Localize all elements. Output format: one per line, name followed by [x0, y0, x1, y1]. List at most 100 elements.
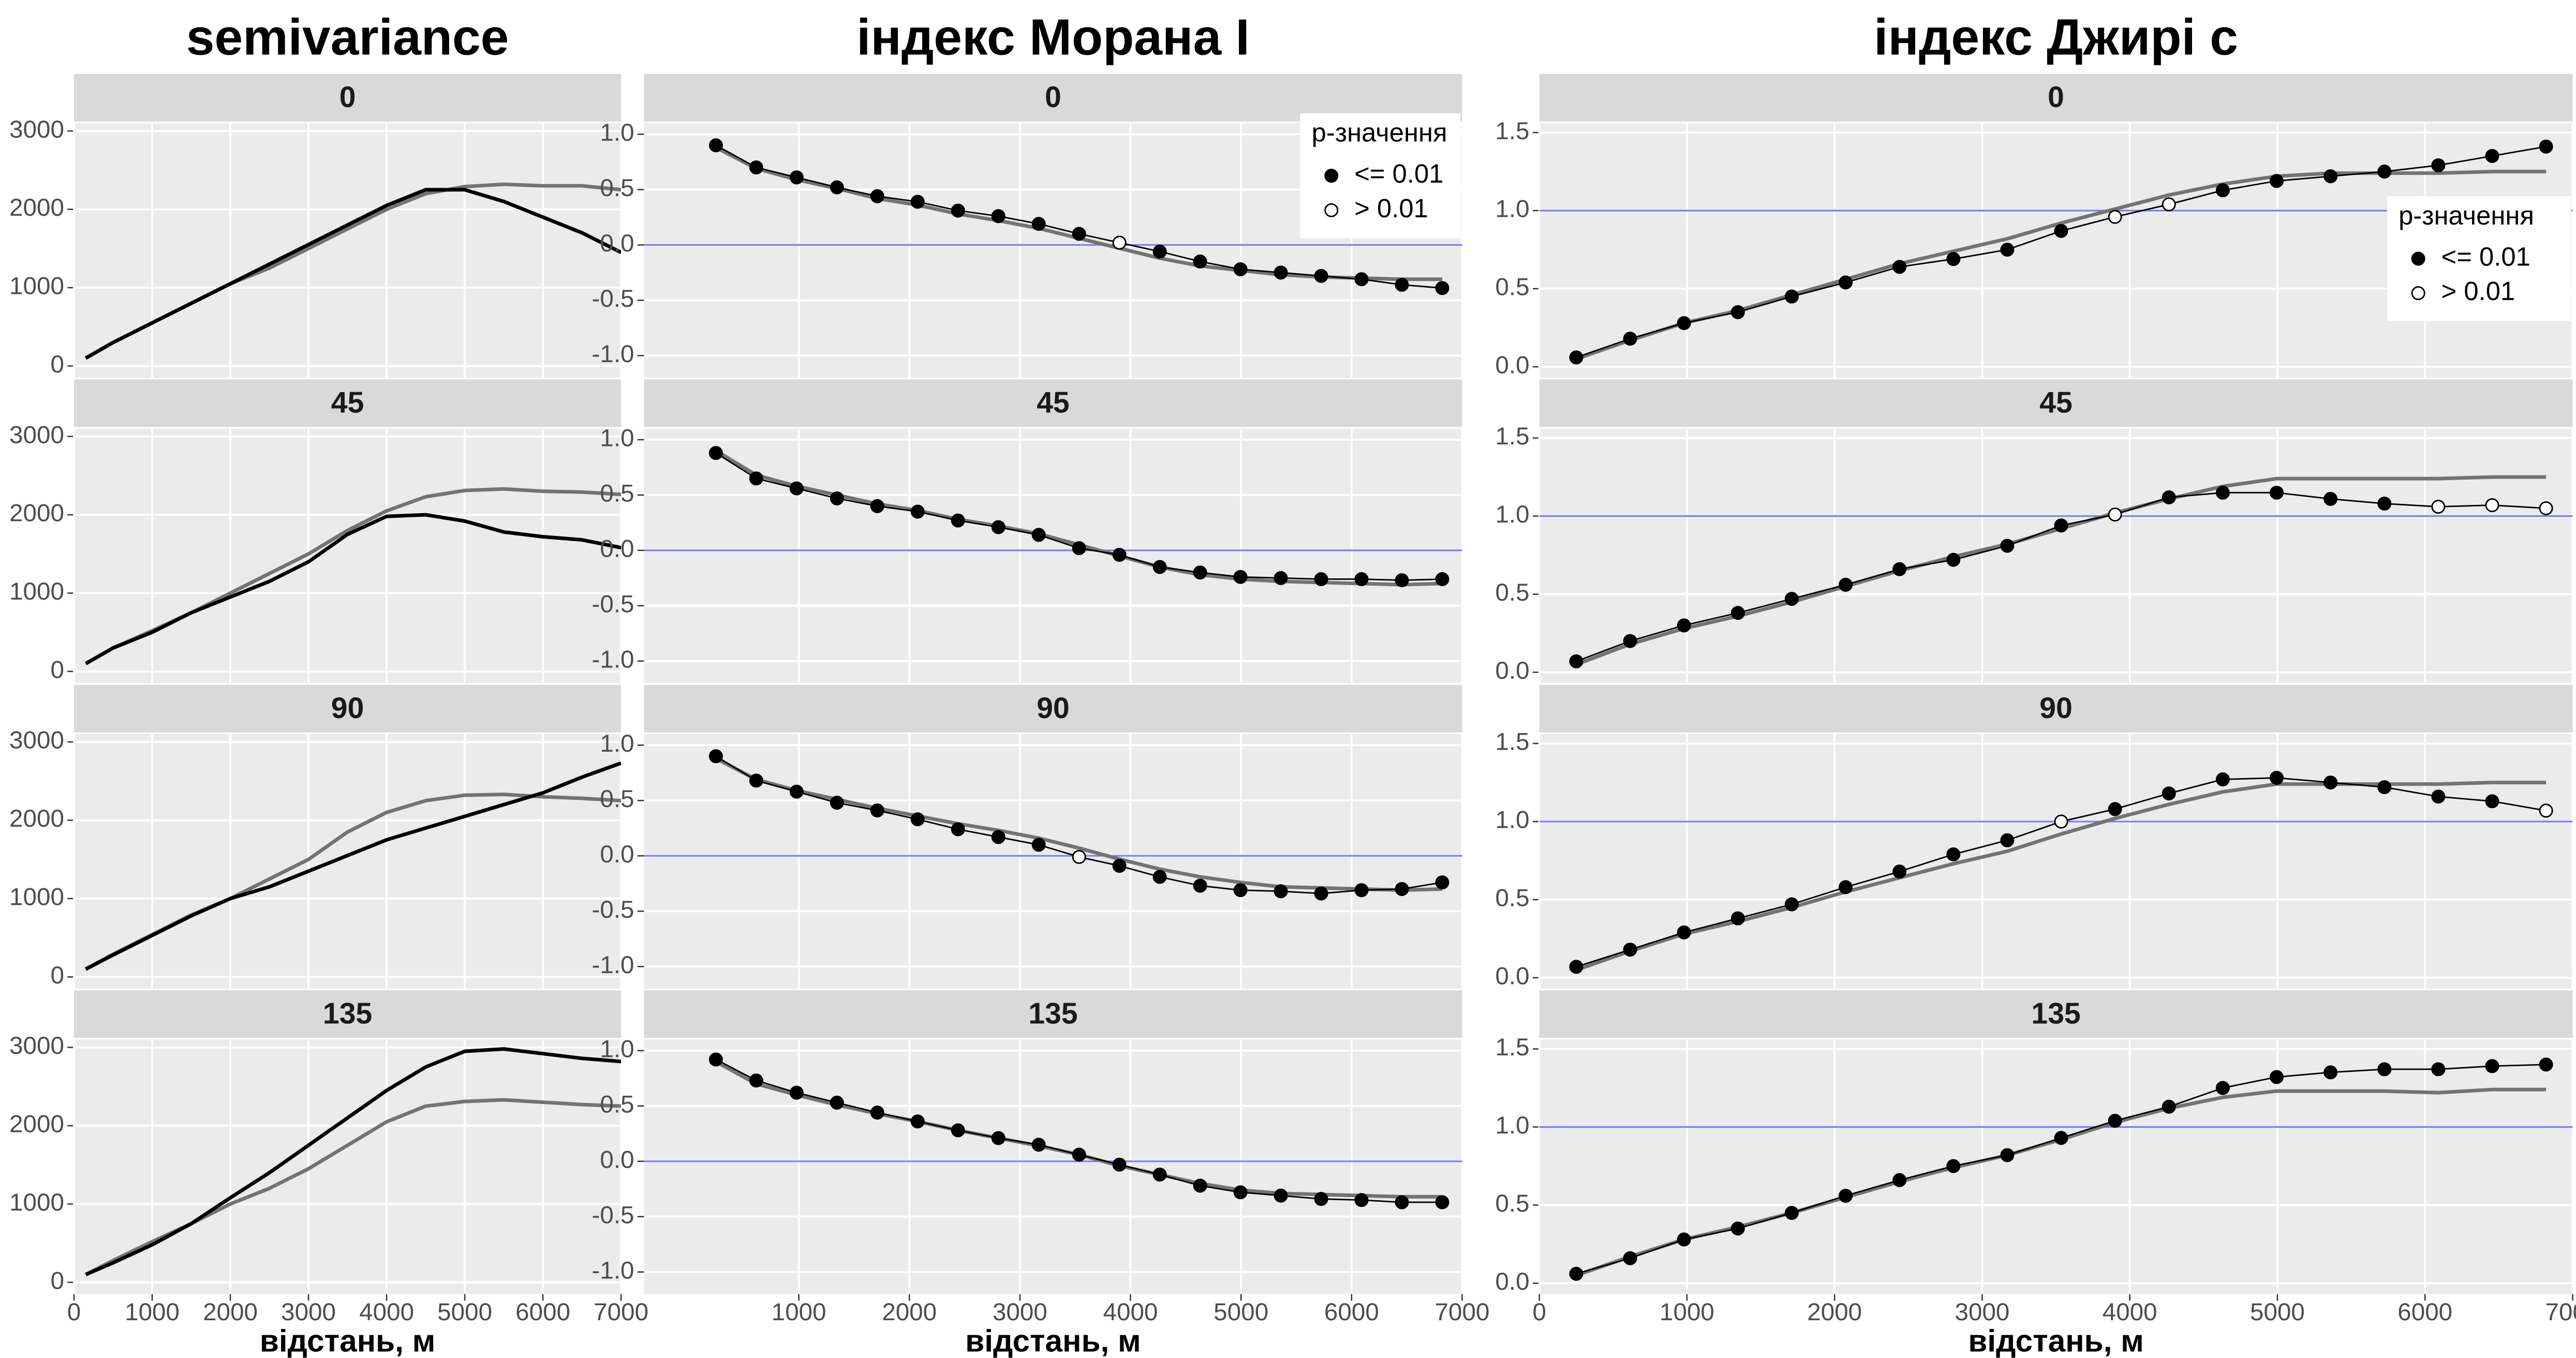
data-point — [1839, 577, 1853, 592]
y-tick-label: 2000 — [9, 500, 64, 527]
data-point — [2215, 1081, 2230, 1095]
data-point — [830, 180, 844, 195]
data-point — [1395, 277, 1409, 292]
data-point — [2162, 197, 2176, 212]
y-tick-label: 0.0 — [600, 535, 634, 562]
y-tick-label: 0.0 — [600, 1146, 634, 1173]
data-point — [1892, 864, 1907, 879]
data-point — [1072, 1147, 1086, 1162]
series-line — [84, 513, 621, 665]
x-tick-label: 6000 — [2397, 1299, 2452, 1326]
strip-label: 90 — [331, 692, 364, 725]
data-point — [2054, 1131, 2068, 1145]
y-tick-label: 0.5 — [600, 480, 634, 507]
y-tick-label: 1000 — [9, 884, 64, 911]
data-point — [2000, 833, 2015, 847]
data-point — [1946, 553, 1961, 567]
y-tick-label: 1.0 — [600, 119, 634, 146]
y-tick-label: 1000 — [9, 578, 64, 605]
data-point — [749, 471, 763, 486]
x-axis-label: відстань, м — [1968, 1323, 2143, 1358]
data-point — [2431, 499, 2446, 514]
y-tick-label: 0.0 — [1495, 657, 1529, 684]
strip — [1539, 73, 2573, 122]
data-point — [1354, 1193, 1369, 1207]
x-tick-label: 3000 — [1955, 1299, 2009, 1326]
legend-marker — [1324, 203, 1339, 217]
data-point — [910, 1114, 925, 1129]
y-tick-label: 0.5 — [600, 785, 634, 813]
x-tick-label: 0 — [1532, 1299, 1546, 1326]
data-point — [2485, 1059, 2499, 1073]
y-tick-label: 0.5 — [1495, 885, 1529, 912]
strip — [1539, 990, 2573, 1038]
plot-area — [644, 749, 1462, 901]
legend: p-значення <= 0.01 > 0.01 — [2387, 196, 2571, 321]
x-tick-label: 2000 — [1807, 1299, 1862, 1326]
data-point — [1233, 262, 1248, 276]
data-point — [1946, 252, 1961, 266]
data-point — [1193, 878, 1207, 893]
y-tick-label: 2000 — [9, 805, 64, 832]
data-point — [1233, 570, 1248, 584]
data-point — [1730, 911, 1745, 926]
legend-marker — [1324, 169, 1339, 183]
x-tick-label: 7000 — [2545, 1299, 2576, 1326]
data-point — [1314, 268, 1328, 283]
panel — [644, 1039, 1462, 1294]
strip-label: 0 — [1045, 81, 1061, 114]
x-tick-label: 4000 — [2103, 1299, 2157, 1326]
data-point — [1730, 305, 1745, 319]
data-point — [1395, 1195, 1409, 1210]
data-point — [2323, 491, 2338, 506]
column-title: індекс Джирі c — [1874, 8, 2238, 65]
legend-marker — [2411, 251, 2425, 266]
strip-label: 0 — [339, 81, 356, 114]
data-point — [870, 499, 884, 513]
data-point — [2323, 169, 2338, 184]
data-point — [1784, 592, 1799, 606]
x-tick-label: 1000 — [772, 1299, 826, 1326]
y-tick-label: 0 — [51, 351, 64, 378]
data-point — [1152, 1167, 1167, 1182]
x-tick-label: 3000 — [993, 1299, 1047, 1326]
facet: 45 0 1000 2000 3000 — [9, 379, 623, 683]
data-point — [2539, 139, 2553, 154]
data-point — [1112, 235, 1127, 250]
data-point — [1730, 1221, 1745, 1236]
y-tick-label: 2000 — [9, 194, 64, 221]
strip — [74, 684, 621, 733]
data-point — [1435, 1195, 1449, 1210]
facet: 135 0 1000 2000 3000 0 1000 2000 3000 4000 5000 600… — [9, 990, 648, 1326]
data-point — [1784, 897, 1799, 912]
data-point — [1569, 350, 1583, 365]
x-tick-label: 7000 — [594, 1299, 648, 1326]
data-point — [1112, 859, 1127, 873]
x-tick-label: 0 — [67, 1299, 81, 1326]
y-tick-label: 1.0 — [1495, 196, 1529, 223]
series-line — [85, 1098, 621, 1276]
data-point — [2431, 158, 2446, 173]
panel — [1539, 1039, 2573, 1294]
facet: 135 -1.0 -0.5 0.0 0.5 1.0 1000 2000 3000 4000 5000… — [591, 990, 1489, 1326]
data-point — [2108, 210, 2122, 224]
data-point — [951, 513, 965, 528]
data-point — [789, 170, 804, 185]
y-tick-label: -0.5 — [591, 896, 634, 923]
y-tick-label: 0.5 — [600, 174, 634, 202]
series-line — [84, 188, 621, 360]
data-point — [2539, 501, 2553, 515]
x-axis-label: відстань, м — [965, 1323, 1141, 1358]
data-point — [951, 203, 965, 218]
data-point — [1031, 838, 1046, 852]
plot-area — [1539, 1057, 2573, 1281]
data-point — [1314, 1192, 1328, 1206]
y-tick-label: 0.0 — [600, 841, 634, 868]
data-point — [910, 504, 925, 519]
legend-marker — [2411, 286, 2425, 301]
data-point — [2000, 1148, 2015, 1162]
strip — [74, 379, 621, 427]
data-point — [1274, 1188, 1288, 1203]
y-tick-label: 0 — [51, 962, 64, 989]
data-point — [2270, 174, 2284, 188]
